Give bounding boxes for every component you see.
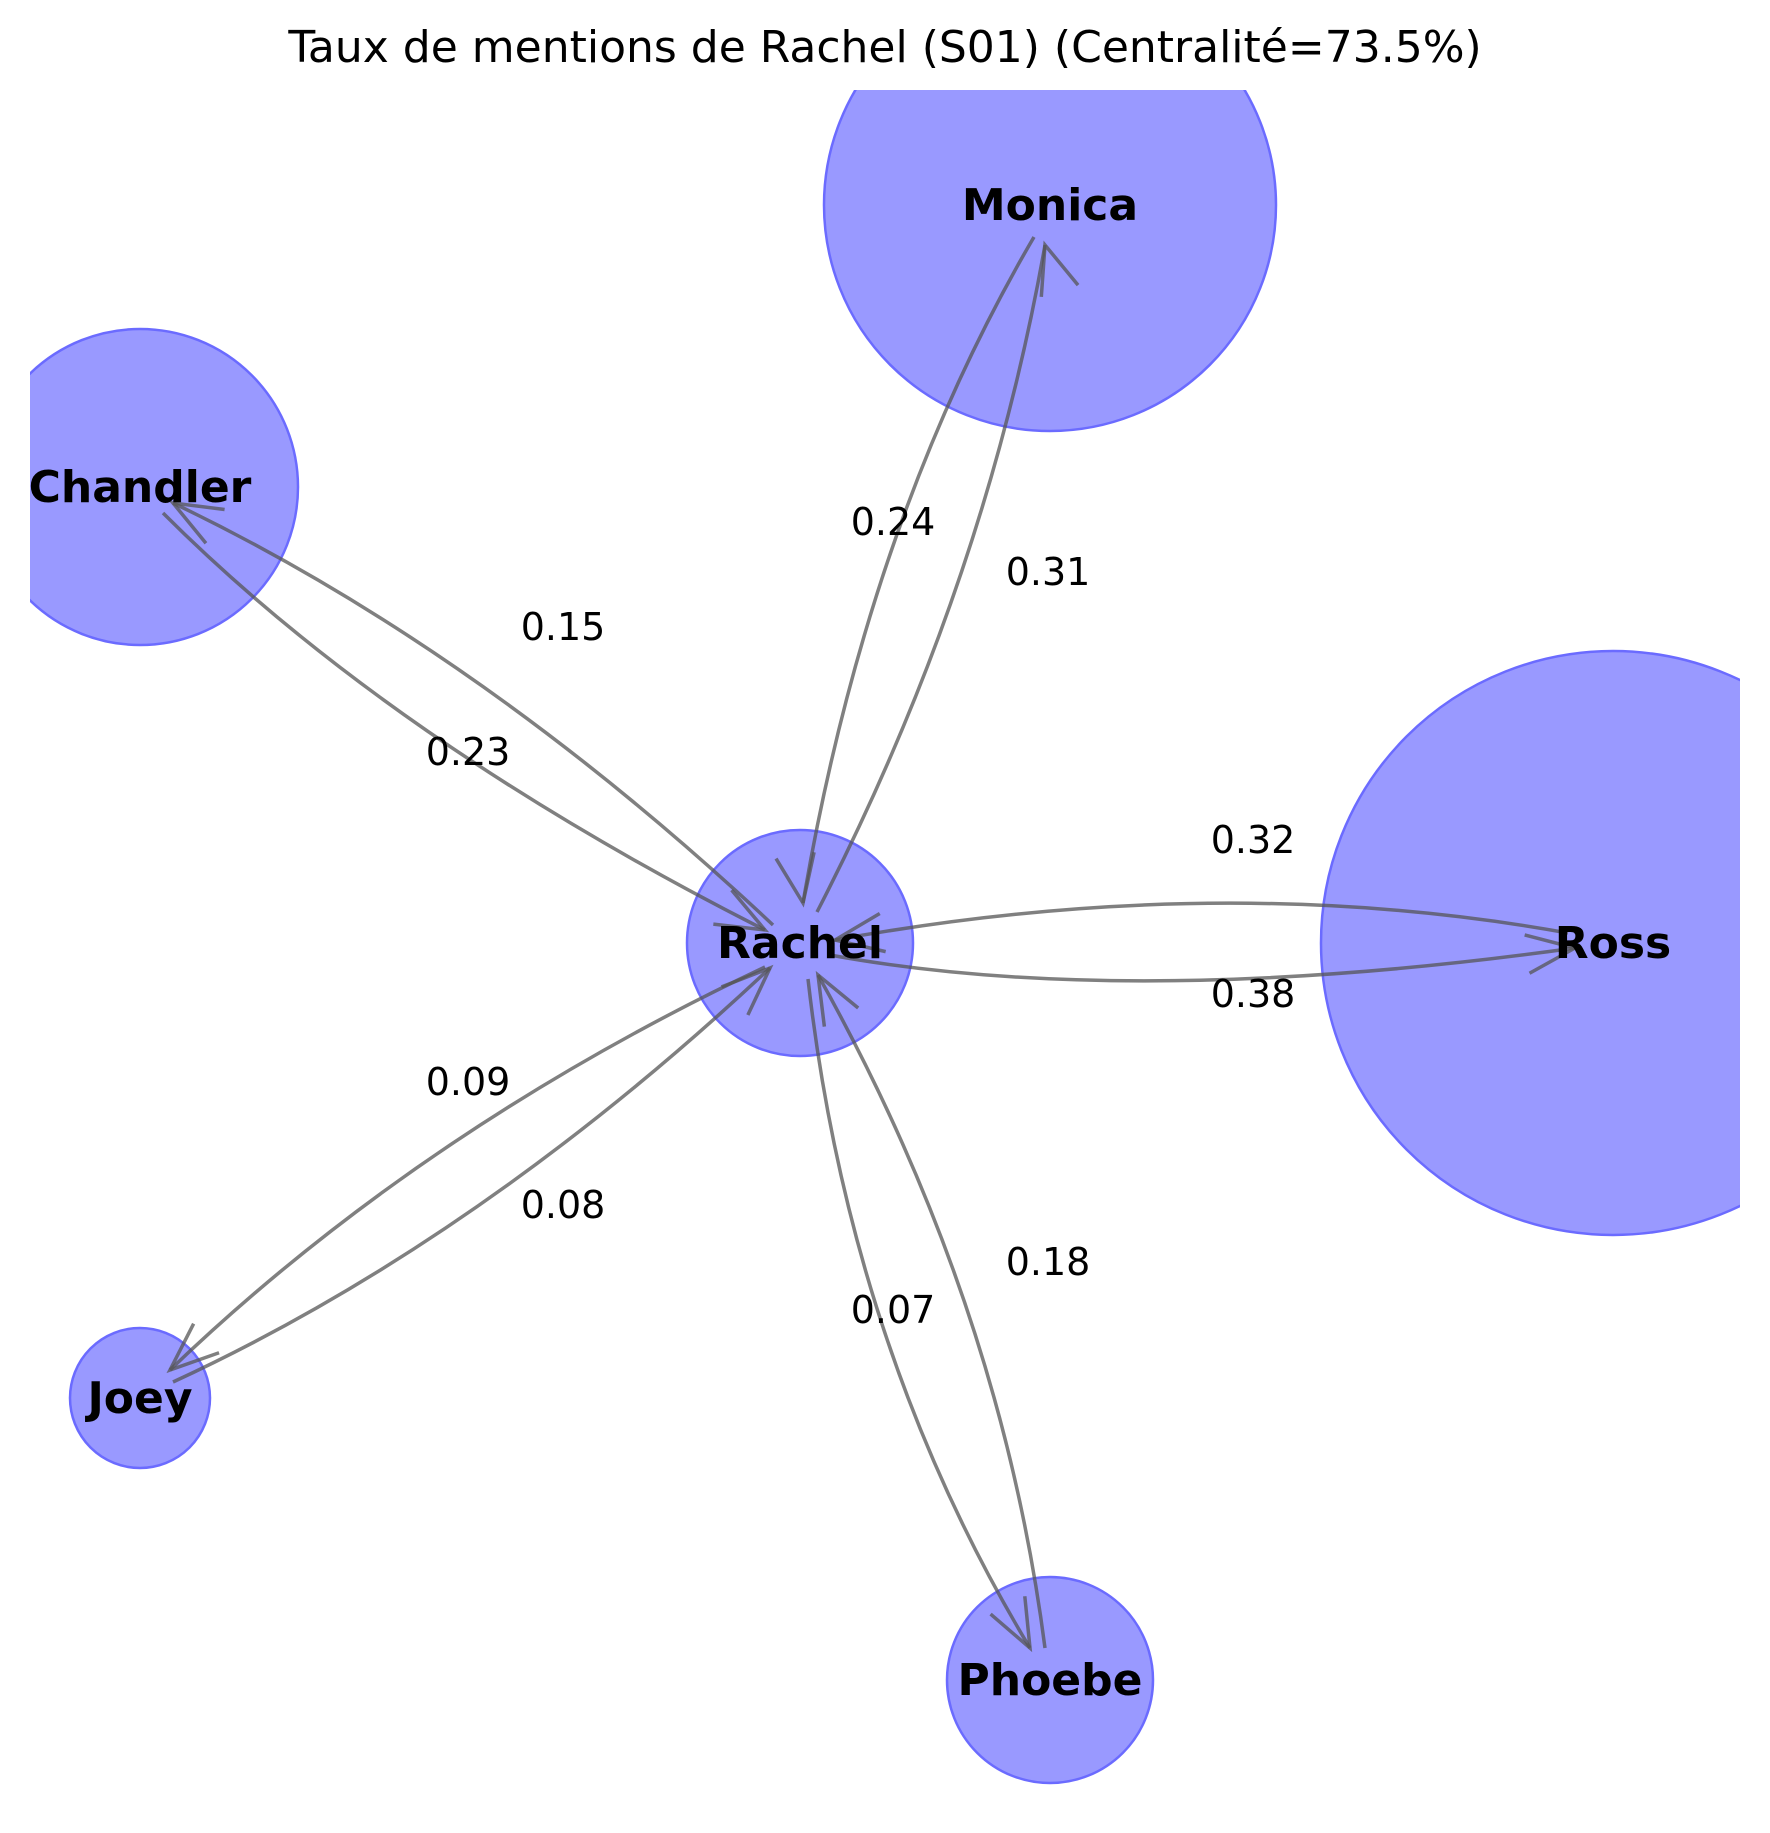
edge-arrowhead-joey-rachel (720, 964, 774, 1016)
edge-rachel-ross (829, 946, 1576, 983)
edge-rachel-chandler (172, 501, 775, 927)
edge-monica-rachel (801, 236, 1036, 904)
edge-joey-rachel (172, 966, 772, 1384)
edge-rachel-phoebe (806, 978, 1032, 1649)
node-rachel (685, 828, 915, 1058)
edge-label-chandler-rachel: 0.23 (426, 730, 511, 774)
node-ross (1319, 649, 1740, 1237)
edge-arrowhead-chandler-rachel (713, 888, 770, 933)
edge-label-rachel-joey: 0.09 (426, 1060, 511, 1104)
edge-rachel-monica (815, 244, 1047, 913)
edge-arrowhead-rachel-monica (1039, 240, 1080, 297)
edge-label-phoebe-rachel: 0.18 (1006, 1240, 1091, 1284)
edge-arrowhead-rachel-ross (1524, 933, 1580, 975)
edge-chandler-rachel (161, 511, 766, 932)
edge-label-rachel-monica: 0.31 (1006, 550, 1091, 594)
edge-arrowhead-phoebe-rachel (815, 970, 860, 1027)
edge-arrowhead-rachel-joey (166, 1322, 220, 1374)
node-label-rachel: Rachel (717, 918, 883, 969)
edge-arrowhead-rachel-chandler (168, 500, 225, 545)
edge-arrowhead-ross-rachel (830, 912, 887, 954)
edge-ross-rachel (834, 901, 1569, 942)
edge-label-joey-rachel: 0.08 (521, 1183, 606, 1227)
edge-label-ross-rachel: 0.32 (1211, 818, 1296, 862)
diagram-title: Taux de mentions de Rachel (S01) (Centra… (288, 22, 1482, 73)
node-label-chandler: Chandler (29, 462, 252, 513)
node-label-phoebe: Phoebe (958, 1655, 1143, 1706)
edge-phoebe-rachel (816, 974, 1047, 1649)
node-phoebe (945, 1575, 1155, 1785)
node-chandler (30, 327, 300, 647)
edge-label-rachel-phoebe: 0.07 (851, 1288, 936, 1332)
labels-layer: Rachel Monica Chandler Ross Joey Phoebe 0.31 0.… (29, 180, 1672, 1706)
node-label-ross: Ross (1555, 918, 1672, 969)
edge-rachel-joey (168, 965, 766, 1372)
edge-arrowhead-rachel-phoebe (989, 1596, 1033, 1653)
edge-label-rachel-chandler: 0.15 (521, 605, 606, 649)
node-monica (822, 90, 1278, 433)
edge-arrowhead-monica-rachel (774, 851, 816, 908)
edge-label-monica-rachel: 0.24 (851, 500, 936, 544)
node-label-joey: Joey (84, 1373, 192, 1424)
edges-layer (161, 236, 1580, 1653)
nodes-layer (30, 90, 1740, 1785)
node-label-monica: Monica (962, 180, 1138, 231)
edge-label-rachel-ross: 0.38 (1211, 972, 1296, 1016)
